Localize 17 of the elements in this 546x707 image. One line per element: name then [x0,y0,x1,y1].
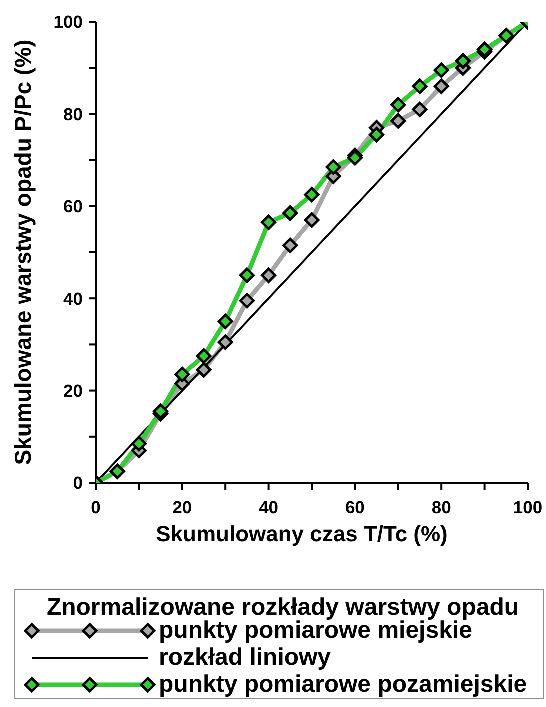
y-axis-title: Skumulowane warstwy opadu P/Pc (%) [10,40,36,466]
x-tick-label: 40 [259,497,279,518]
x-tick-label: 20 [172,497,192,518]
legend-label: punkty pomiarowe pozamiejskie [159,671,528,698]
legend-label: rozkład liniowy [159,644,332,671]
x-tick-label: 100 [513,497,543,518]
x-axis-title: Skumulowany czas T/Tc (%) [156,522,448,546]
legend-title: Znormalizowane rozkłady warstwy opadu [46,594,520,621]
x-tick-label: 80 [432,497,452,518]
y-tick-label: 100 [54,12,84,32]
x-tick-label: 0 [91,497,102,518]
y-tick-label: 20 [64,381,84,402]
y-tick-label: 80 [64,104,84,124]
y-tick-label: 60 [64,196,84,217]
x-tick-label: 60 [345,497,366,518]
y-tick-label: 0 [73,473,84,494]
y-tick-label: 40 [64,288,84,309]
